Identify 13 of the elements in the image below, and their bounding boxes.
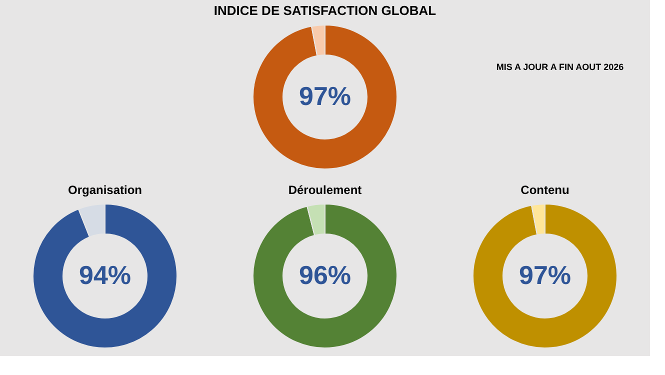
data-label: 96% [298,260,352,290]
chart-title: INDICE DE SATISFACTION GLOBAL [214,3,436,18]
donut-slice [252,24,398,170]
chart-title: Contenu [520,183,570,197]
data-label: 94% [78,260,132,290]
donut-slice [32,204,178,348]
donut-slice [252,204,398,348]
chart-title: Déroulement [288,183,362,197]
donut-slice [472,204,618,348]
data-label: 97% [298,81,352,111]
chart-title: Organisation [68,183,142,197]
text: MIS A JOUR A FIN AOUT 2026 [496,62,624,72]
data-label: 97% [518,260,572,290]
